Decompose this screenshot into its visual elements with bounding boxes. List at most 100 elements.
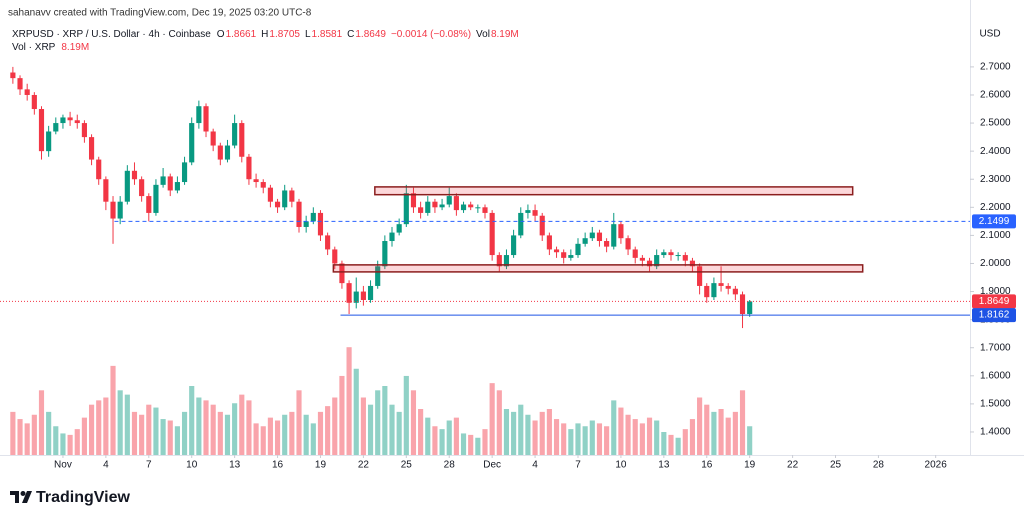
volume-bar	[160, 419, 166, 455]
y-tick-label: 1.5000	[980, 399, 1011, 410]
volume-bar	[460, 433, 467, 455]
volume-bar	[267, 417, 273, 455]
candle-body	[475, 207, 481, 209]
candle-body	[568, 255, 574, 258]
legend-value: 8.19M	[491, 29, 519, 40]
candle-body	[117, 201, 123, 219]
volume-bar	[418, 409, 424, 455]
volume-bar	[131, 411, 138, 455]
volume-legend-label: Vol · XRP	[12, 42, 56, 53]
candle-body	[625, 238, 631, 250]
plot-area	[0, 66, 970, 455]
candle-body	[525, 210, 531, 213]
candle-body	[604, 241, 610, 247]
volume-bar	[482, 429, 488, 455]
volume-bar	[532, 420, 538, 455]
volume-bar	[296, 390, 302, 455]
x-tick-label: 19	[315, 460, 327, 471]
volume-bar	[289, 411, 295, 455]
volume-bar	[375, 390, 381, 455]
volume-bar	[124, 394, 130, 455]
candle-body	[718, 283, 724, 286]
legend: XRPUSD · XRP / U.S. Dollar · 4h · Coinba…	[12, 29, 519, 40]
volume-bar	[110, 365, 116, 455]
volume-bar	[139, 414, 145, 455]
volume-bar	[561, 423, 567, 455]
candle-body	[439, 204, 445, 208]
candle-body	[267, 187, 273, 202]
volume-bar	[246, 400, 252, 455]
volume-bar	[646, 417, 653, 455]
legend-value: 1.8581	[312, 29, 343, 40]
volume-bar	[625, 414, 631, 455]
volume-bar	[217, 411, 223, 455]
legend-key: C	[347, 29, 354, 40]
volume-bar	[511, 411, 517, 455]
volume-bar	[661, 432, 667, 455]
candle-body	[553, 249, 560, 253]
candle-body	[67, 117, 73, 121]
volume-bar	[568, 429, 574, 455]
candle-body	[632, 249, 638, 258]
volume-bar	[496, 390, 502, 455]
volume-bar	[668, 434, 674, 455]
volume-bar	[689, 419, 696, 455]
volume-bar	[446, 420, 452, 455]
candle-body	[589, 232, 595, 239]
x-tick-label: 25	[830, 460, 842, 471]
volume-bar	[224, 414, 231, 455]
price-label-box	[972, 308, 1016, 323]
candle-body	[396, 224, 402, 233]
volume-bar	[697, 397, 703, 455]
candle-body	[375, 266, 381, 286]
candle-body	[210, 131, 216, 146]
logo-slash	[22, 491, 32, 503]
x-tick-label: 22	[358, 460, 370, 471]
volume-bar	[468, 434, 474, 455]
volume-bar	[253, 423, 259, 455]
candle-body	[582, 238, 588, 244]
candle-body	[468, 204, 474, 208]
candle-body	[596, 232, 603, 242]
volume-bar	[17, 419, 23, 455]
volume-bar	[639, 423, 645, 455]
volume-bar	[654, 420, 660, 455]
legend-value: 1.8705	[269, 29, 300, 40]
candle-body	[10, 72, 16, 79]
volume-bar	[382, 386, 388, 455]
candle-body	[382, 241, 388, 267]
candle-body	[253, 179, 259, 183]
logo-mark	[10, 491, 19, 503]
volume-bar	[31, 414, 37, 455]
volume-bar	[325, 406, 331, 455]
volume-bar	[425, 417, 431, 455]
candle-body	[675, 255, 681, 257]
candle-body	[425, 201, 431, 213]
candle-body	[403, 193, 409, 225]
candle-body	[124, 170, 130, 202]
volume-bar	[38, 390, 45, 455]
candle-body	[503, 255, 510, 267]
candle-body	[539, 215, 545, 236]
volume-bar	[303, 414, 309, 455]
candle-body	[353, 291, 359, 303]
y-tick-label: 1.6000	[980, 370, 1011, 381]
candle-body	[260, 182, 266, 188]
candle-body	[697, 266, 703, 286]
volume-bar	[432, 426, 438, 455]
x-tick-label: 4	[103, 460, 109, 471]
x-tick-label: Nov	[54, 460, 72, 471]
volume-bar	[367, 404, 374, 455]
candle-body	[661, 252, 667, 256]
candle-body	[654, 255, 660, 267]
candle-body	[689, 260, 696, 267]
candle-body	[17, 78, 23, 90]
volume-bar	[24, 423, 30, 455]
volume-bar	[611, 400, 617, 455]
candle-body	[639, 257, 645, 261]
candle-body	[160, 176, 166, 185]
volume-bar	[489, 383, 495, 455]
candle-body	[203, 106, 209, 132]
candle-body	[24, 89, 30, 95]
